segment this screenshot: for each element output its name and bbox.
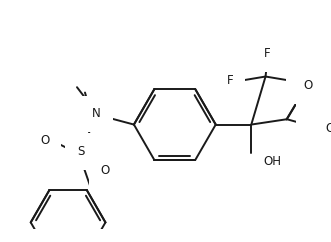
Text: O: O <box>304 79 313 92</box>
Text: F: F <box>227 75 233 87</box>
Text: F: F <box>298 75 305 87</box>
Text: S: S <box>77 145 84 158</box>
Text: OH: OH <box>264 155 282 168</box>
Text: O: O <box>325 122 331 135</box>
Text: N: N <box>92 107 101 120</box>
Text: F: F <box>264 47 271 60</box>
Text: O: O <box>101 164 110 177</box>
Text: O: O <box>40 134 50 147</box>
